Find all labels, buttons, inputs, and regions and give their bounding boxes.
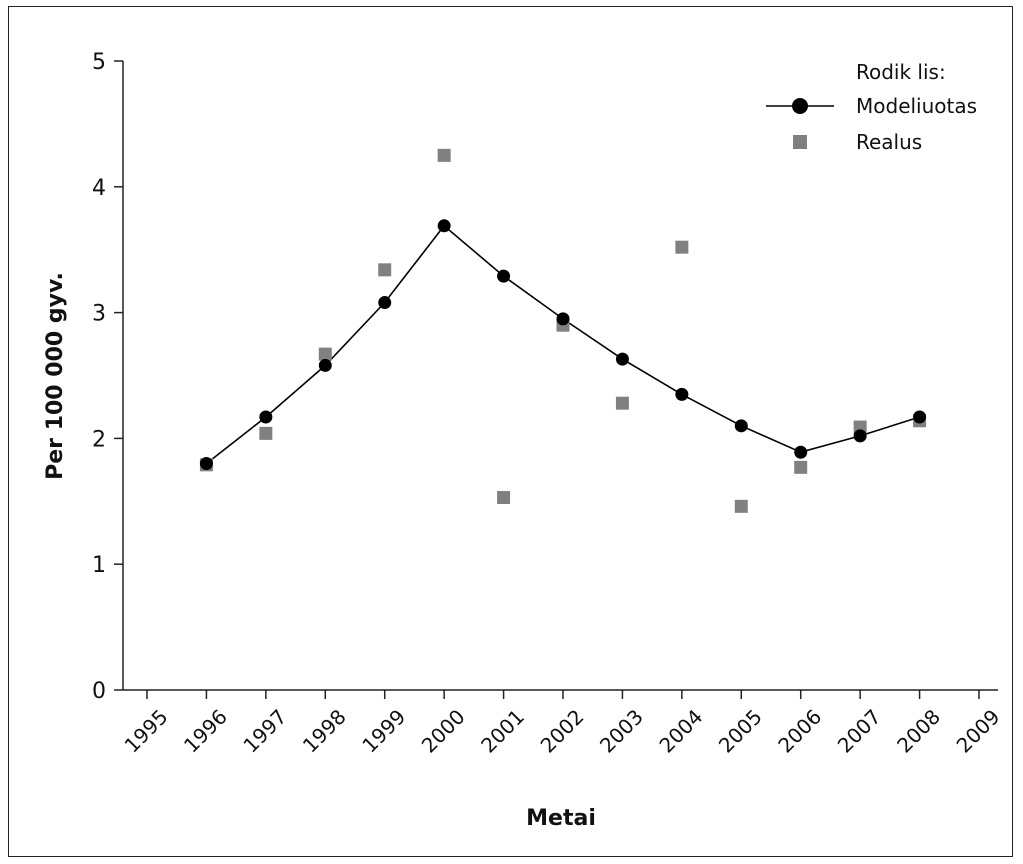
y-axis-title: Per 100 000 gyv.: [43, 272, 68, 480]
realus-point: [497, 491, 511, 505]
modeliuotas-point: [318, 358, 332, 372]
x-tick-label: 2006: [773, 705, 826, 758]
modeliuotas-point: [378, 296, 392, 310]
y-tick-label: 2: [92, 427, 106, 452]
legend-label-realus: Realus: [856, 130, 922, 154]
x-tick-label: 1996: [179, 705, 232, 758]
x-tick-label: 1999: [357, 705, 410, 758]
modeliuotas-point: [913, 410, 927, 424]
modeliuotas-point: [675, 387, 689, 401]
legend: Rodik lis: Modeliuotas Realus: [766, 60, 977, 154]
x-tick-label: 2005: [714, 705, 767, 758]
modeliuotas-point: [437, 219, 451, 233]
x-tick-label: 1998: [298, 705, 351, 758]
modeliuotas-line: [205, 224, 920, 465]
modeliuotas-point: [794, 445, 808, 459]
x-tick-label: 2002: [536, 705, 589, 758]
x-tick-label: 2008: [892, 705, 945, 758]
y-tick-label: 1: [92, 553, 106, 578]
y-tick-label: 5: [92, 50, 106, 75]
chart-frame: [8, 6, 1013, 857]
legend-label-modeliuotas: Modeliuotas: [856, 94, 977, 118]
modeliuotas-point: [734, 419, 748, 433]
modeliuotas-point: [853, 429, 867, 443]
modeliuotas-point: [556, 312, 570, 326]
x-tick-label: 2004: [654, 705, 707, 758]
modeliuotas-point: [497, 269, 511, 283]
realus-point: [259, 426, 273, 440]
y-tick-label: 0: [92, 679, 106, 704]
realus-point: [378, 263, 392, 277]
x-tick-label: 1995: [120, 705, 173, 758]
x-tick-label: 2009: [952, 705, 1005, 758]
modeliuotas-point: [199, 457, 213, 471]
x-tick-label: 1997: [238, 705, 291, 758]
x-tick-label: 2007: [833, 705, 886, 758]
realus-point: [734, 499, 748, 513]
legend-title: Rodik lis:: [856, 60, 946, 84]
modeliuotas-point: [615, 352, 629, 366]
realus-point: [615, 396, 629, 410]
y-tick-label: 4: [92, 176, 106, 201]
legend-marker-modeliuotas: [792, 98, 808, 114]
modeliuotas-point: [259, 410, 273, 424]
realus-point: [318, 347, 332, 361]
legend-marker-realus: [793, 135, 807, 149]
realus-point: [437, 148, 451, 162]
realus-point: [794, 460, 808, 474]
x-tick-label: 2001: [476, 705, 529, 758]
realus-point: [675, 240, 689, 254]
x-tick-label: 2003: [595, 705, 648, 758]
x-tick-label: 2000: [417, 705, 470, 758]
x-axis-title: Metai: [526, 806, 596, 831]
y-tick-label: 3: [92, 302, 106, 327]
